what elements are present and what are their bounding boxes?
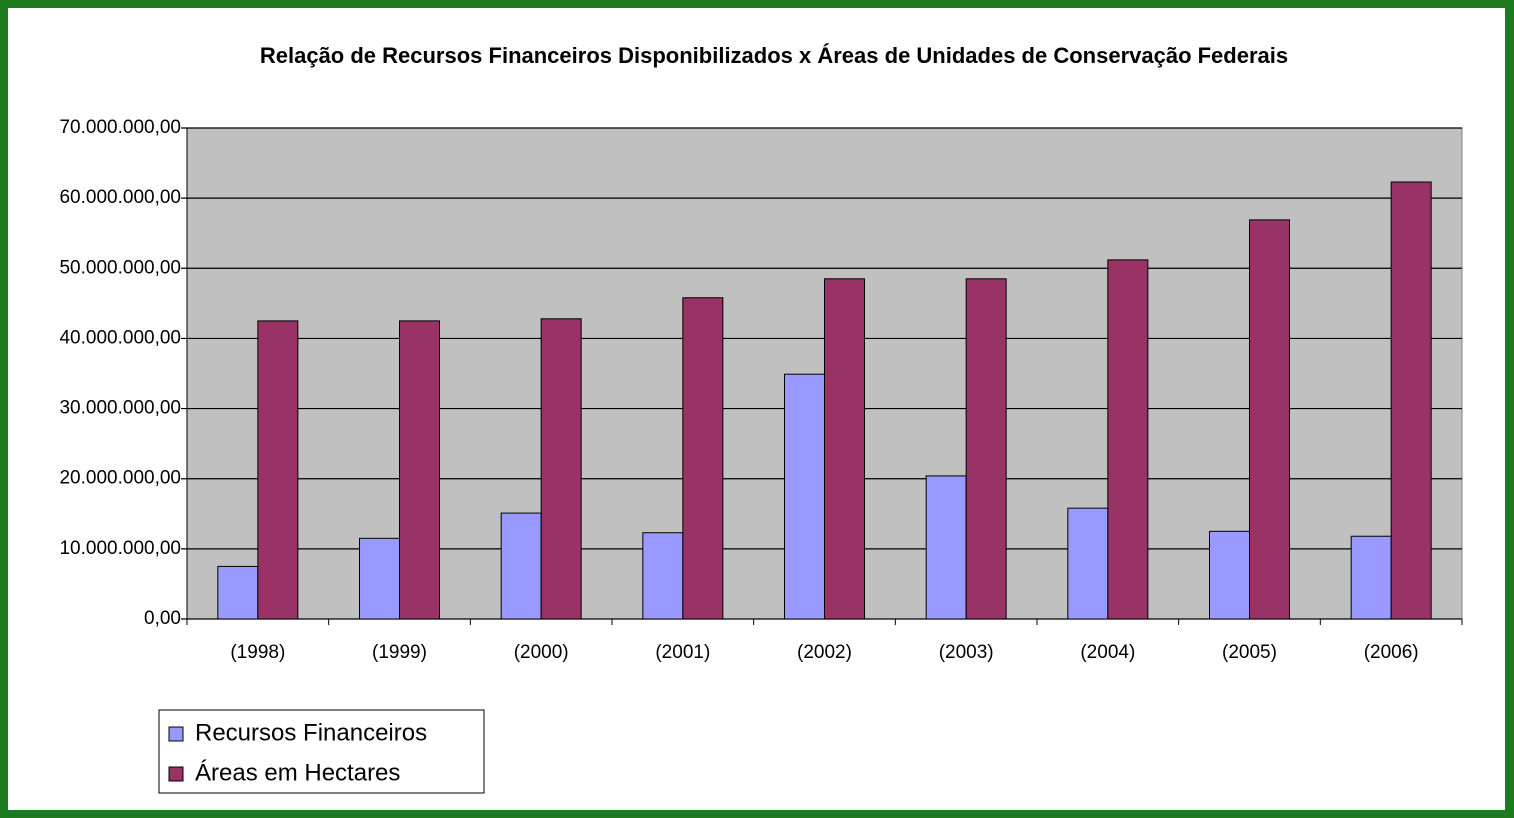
legend-swatch (168, 766, 184, 782)
x-tick-label: (2000) (514, 642, 569, 663)
bar (500, 512, 542, 620)
chart-title: Relação de Recursos Financeiros Disponib… (260, 43, 1288, 68)
bar (682, 297, 724, 620)
x-tick-label: (2002) (797, 642, 852, 663)
x-tick-label: (1999) (372, 642, 427, 663)
legend-swatch (168, 726, 184, 742)
y-tick-label: 40.000.000,00 (59, 327, 181, 348)
bar (257, 320, 299, 620)
x-tick-label: (2001) (655, 642, 710, 663)
bar (965, 278, 1007, 620)
y-tick-label: 0,00 (144, 608, 181, 629)
legend-label: Áreas em Hectares (195, 759, 400, 786)
bar (399, 320, 440, 620)
bar (1209, 530, 1250, 620)
y-tick-label: 10.000.000,00 (59, 538, 181, 559)
y-tick-label: 70.000.000,00 (59, 117, 181, 138)
bar (540, 318, 582, 620)
bar (1067, 507, 1109, 620)
bar (784, 373, 825, 620)
y-tick-label: 20.000.000,00 (59, 468, 181, 489)
bar (925, 475, 967, 620)
bar (642, 532, 684, 620)
x-tick-label: (1998) (230, 642, 285, 663)
legend-box (158, 709, 485, 794)
x-tick-label: (2004) (1080, 642, 1135, 663)
bar (359, 537, 400, 620)
bar (1249, 219, 1290, 620)
x-tick-label: (2005) (1222, 642, 1277, 663)
bar (824, 278, 865, 620)
bar (217, 565, 259, 620)
y-tick-label: 30.000.000,00 (59, 398, 181, 419)
x-tick-label: (2003) (939, 642, 994, 663)
x-tick-label: (2006) (1364, 642, 1419, 663)
y-tick-label: 60.000.000,00 (59, 187, 181, 208)
bar (1350, 535, 1392, 620)
bar (1390, 181, 1432, 620)
y-tick-label: 50.000.000,00 (59, 257, 181, 278)
bar (1107, 259, 1149, 620)
legend-label: Recursos Financeiros (195, 719, 427, 746)
